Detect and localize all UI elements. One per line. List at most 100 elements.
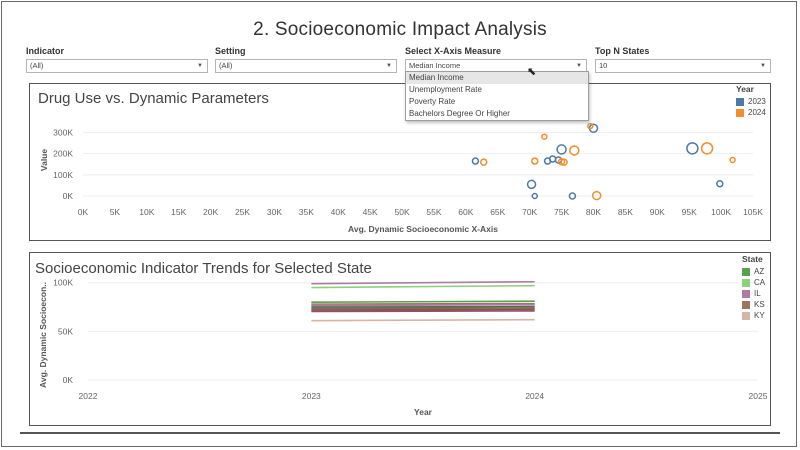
trends-chart: 0K 50K 100K 2022 2023 2024 2025 Avg. Dynamic So… — [38, 278, 768, 417]
trend-line — [311, 280, 535, 285]
legend-item-az[interactable]: AZ — [742, 266, 765, 277]
trend-line — [311, 318, 535, 322]
x-tick-label: 80K — [586, 207, 601, 217]
x-axis-label: Year — [414, 407, 433, 417]
scatter-point — [591, 190, 602, 201]
state-legend: State AZ CA IL KS KY — [742, 254, 765, 321]
chevron-down-icon: ▼ — [576, 63, 582, 69]
scatter-point — [686, 142, 699, 155]
scatter-point — [526, 179, 537, 190]
select-value: Median Income — [409, 61, 461, 70]
trend-line — [311, 303, 535, 307]
x-tick-label: 60K — [458, 207, 473, 217]
year-legend: Year 2023 2024 — [736, 84, 766, 118]
scatter-point — [531, 157, 539, 165]
legend-label: 2024 — [748, 108, 766, 117]
setting-select[interactable]: (All) ▼ — [215, 59, 397, 73]
x-tick-label: 40K — [331, 207, 346, 217]
x-tick-label: 90K — [650, 207, 665, 217]
filter-label: Top N States — [595, 46, 650, 56]
x-tick-label: 30K — [267, 207, 282, 217]
legend-label: KS — [754, 300, 765, 309]
scatter-point — [471, 157, 480, 165]
trends-chart-title: Socioeconomic Indicator Trends for Selec… — [35, 260, 372, 277]
legend-item-ca[interactable]: CA — [742, 277, 765, 288]
x-tick-label: 100K — [711, 207, 731, 217]
select-value: 10 — [599, 61, 608, 70]
y-tick-label: 100K — [53, 278, 73, 288]
x-axis-label: Avg. Dynamic Socioeconomic X-Axis — [348, 224, 498, 234]
scatter-point — [716, 179, 724, 188]
x-tick-label: 20K — [203, 207, 218, 217]
x-tick-label: 85K — [618, 207, 633, 217]
x-tick-label: 25K — [235, 207, 250, 217]
mouse-cursor-icon: ⬉ — [527, 66, 537, 78]
x-tick-label: 45K — [363, 207, 378, 217]
scatter-point — [568, 192, 577, 200]
x-tick-label: 70K — [522, 207, 537, 217]
legend-swatch — [742, 289, 750, 298]
top-n-states-select[interactable]: 10 ▼ — [595, 59, 771, 73]
scatter-chart: 0K 100K 200K 300K 0K 5K 10K 15K 20K 25K 30K 35K 40K 4… — [39, 122, 763, 234]
scatter-panel: Drug Use vs. Dynamic Parameters 0K 100K 20… — [29, 83, 771, 241]
scatter-chart-title: Drug Use vs. Dynamic Parameters — [38, 90, 269, 107]
filter-label: Setting — [215, 46, 246, 56]
filter-x-axis-measure: Select X-Axis Measure Median Income ▼ — [405, 46, 587, 73]
scatter-point — [556, 144, 567, 155]
dropdown-option[interactable]: Unemployment Rate — [409, 85, 482, 94]
scatter-point — [587, 122, 594, 130]
legend-label: KY — [754, 311, 765, 320]
trends-panel: Socioeconomic Indicator Trends for Selec… — [29, 252, 771, 426]
filter-label: Indicator — [26, 46, 65, 56]
scatter-point — [700, 142, 714, 155]
legend-label: CA — [754, 278, 766, 287]
x-tick-label: 10K — [139, 207, 154, 217]
legend-item-ks[interactable]: KS — [742, 299, 765, 310]
x-tick-label: 65K — [490, 207, 505, 217]
y-tick-label: 0K — [63, 375, 74, 385]
legend-swatch — [736, 97, 744, 106]
y-axis-label: Value — [39, 149, 49, 171]
dropdown-option[interactable]: Bachelors Degree Or Higher — [409, 109, 510, 118]
y-tick-label: 300K — [53, 127, 73, 137]
x-tick-label: 2024 — [525, 391, 544, 401]
page-title: 2. Socioeconomic Impact Analysis — [253, 19, 547, 40]
x-tick-label: 15K — [171, 207, 186, 217]
legend-item-il[interactable]: IL — [742, 288, 765, 299]
x-tick-label: 5K — [110, 207, 121, 217]
legend-label: IL — [754, 289, 761, 298]
x-tick-label: 50K — [394, 207, 409, 217]
scatter-point — [729, 156, 736, 164]
x-tick-label: 2023 — [302, 391, 321, 401]
x-tick-label: 95K — [682, 207, 697, 217]
x-tick-label: 2025 — [749, 391, 768, 401]
indicator-select[interactable]: (All) ▼ — [26, 59, 208, 73]
legend-item-2024[interactable]: 2024 — [736, 107, 766, 118]
scatter-point — [479, 158, 488, 166]
legend-item-ky[interactable]: KY — [742, 310, 765, 321]
legend-item-2023[interactable]: 2023 — [736, 96, 766, 107]
x-tick-label: 55K — [426, 207, 441, 217]
legend-swatch — [742, 278, 750, 287]
y-tick-label: 0K — [63, 191, 74, 201]
x-axis-measure-dropdown: Median Income Unemployment Rate Poverty … — [405, 71, 589, 121]
legend-title: State — [742, 254, 763, 264]
x-tick-label: 2022 — [79, 391, 98, 401]
bottom-divider — [20, 432, 780, 434]
dropdown-option[interactable]: Median Income — [406, 72, 588, 84]
x-tick-label: 35K — [299, 207, 314, 217]
legend-swatch — [742, 267, 750, 276]
filter-label: Select X-Axis Measure — [405, 46, 502, 56]
dropdown-option[interactable]: Poverty Rate — [409, 97, 456, 106]
legend-title: Year — [736, 84, 754, 94]
x-tick-label: 105K — [743, 207, 763, 217]
y-tick-label: 100K — [53, 170, 73, 180]
legend-swatch — [736, 108, 744, 117]
filter-top-n-states: Top N States 10 ▼ — [595, 46, 771, 73]
chevron-down-icon: ▼ — [197, 63, 203, 69]
x-tick-label: 75K — [554, 207, 569, 217]
y-tick-label: 200K — [53, 149, 73, 159]
y-axis-label: Avg. Dynamic Socioecon.. — [38, 282, 48, 388]
y-tick-label: 50K — [58, 326, 73, 336]
scatter-point — [560, 158, 568, 166]
